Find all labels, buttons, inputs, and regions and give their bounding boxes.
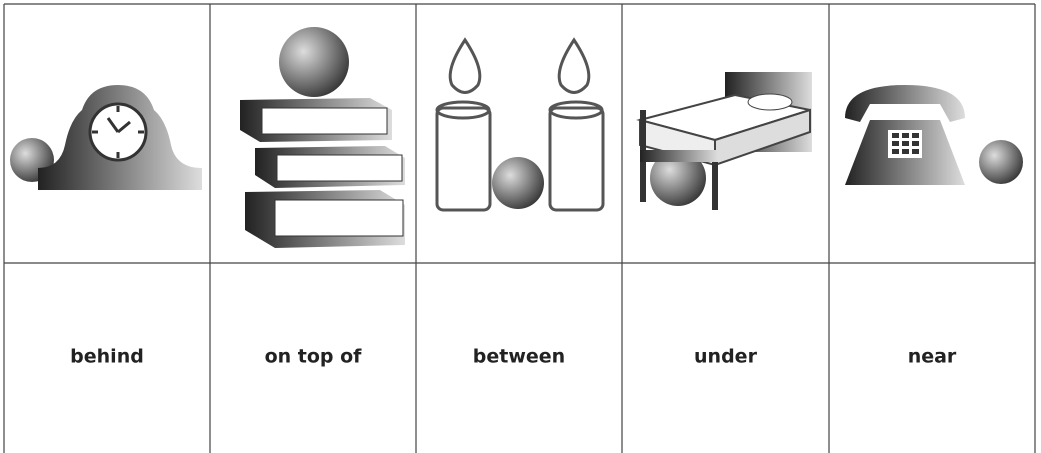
preposition-label: near bbox=[908, 346, 957, 368]
labels: behind on top of between under near bbox=[70, 346, 957, 368]
phone-icon bbox=[845, 85, 1023, 185]
preposition-label: between bbox=[473, 346, 565, 368]
bed-icon bbox=[636, 72, 812, 210]
preposition-label: under bbox=[694, 346, 758, 368]
grid bbox=[3, 3, 1036, 453]
clock-icon bbox=[10, 85, 202, 190]
candles-icon bbox=[435, 37, 605, 212]
preposition-label: on top of bbox=[265, 346, 363, 368]
books-icon bbox=[240, 27, 405, 248]
preposition-label: behind bbox=[70, 346, 144, 368]
